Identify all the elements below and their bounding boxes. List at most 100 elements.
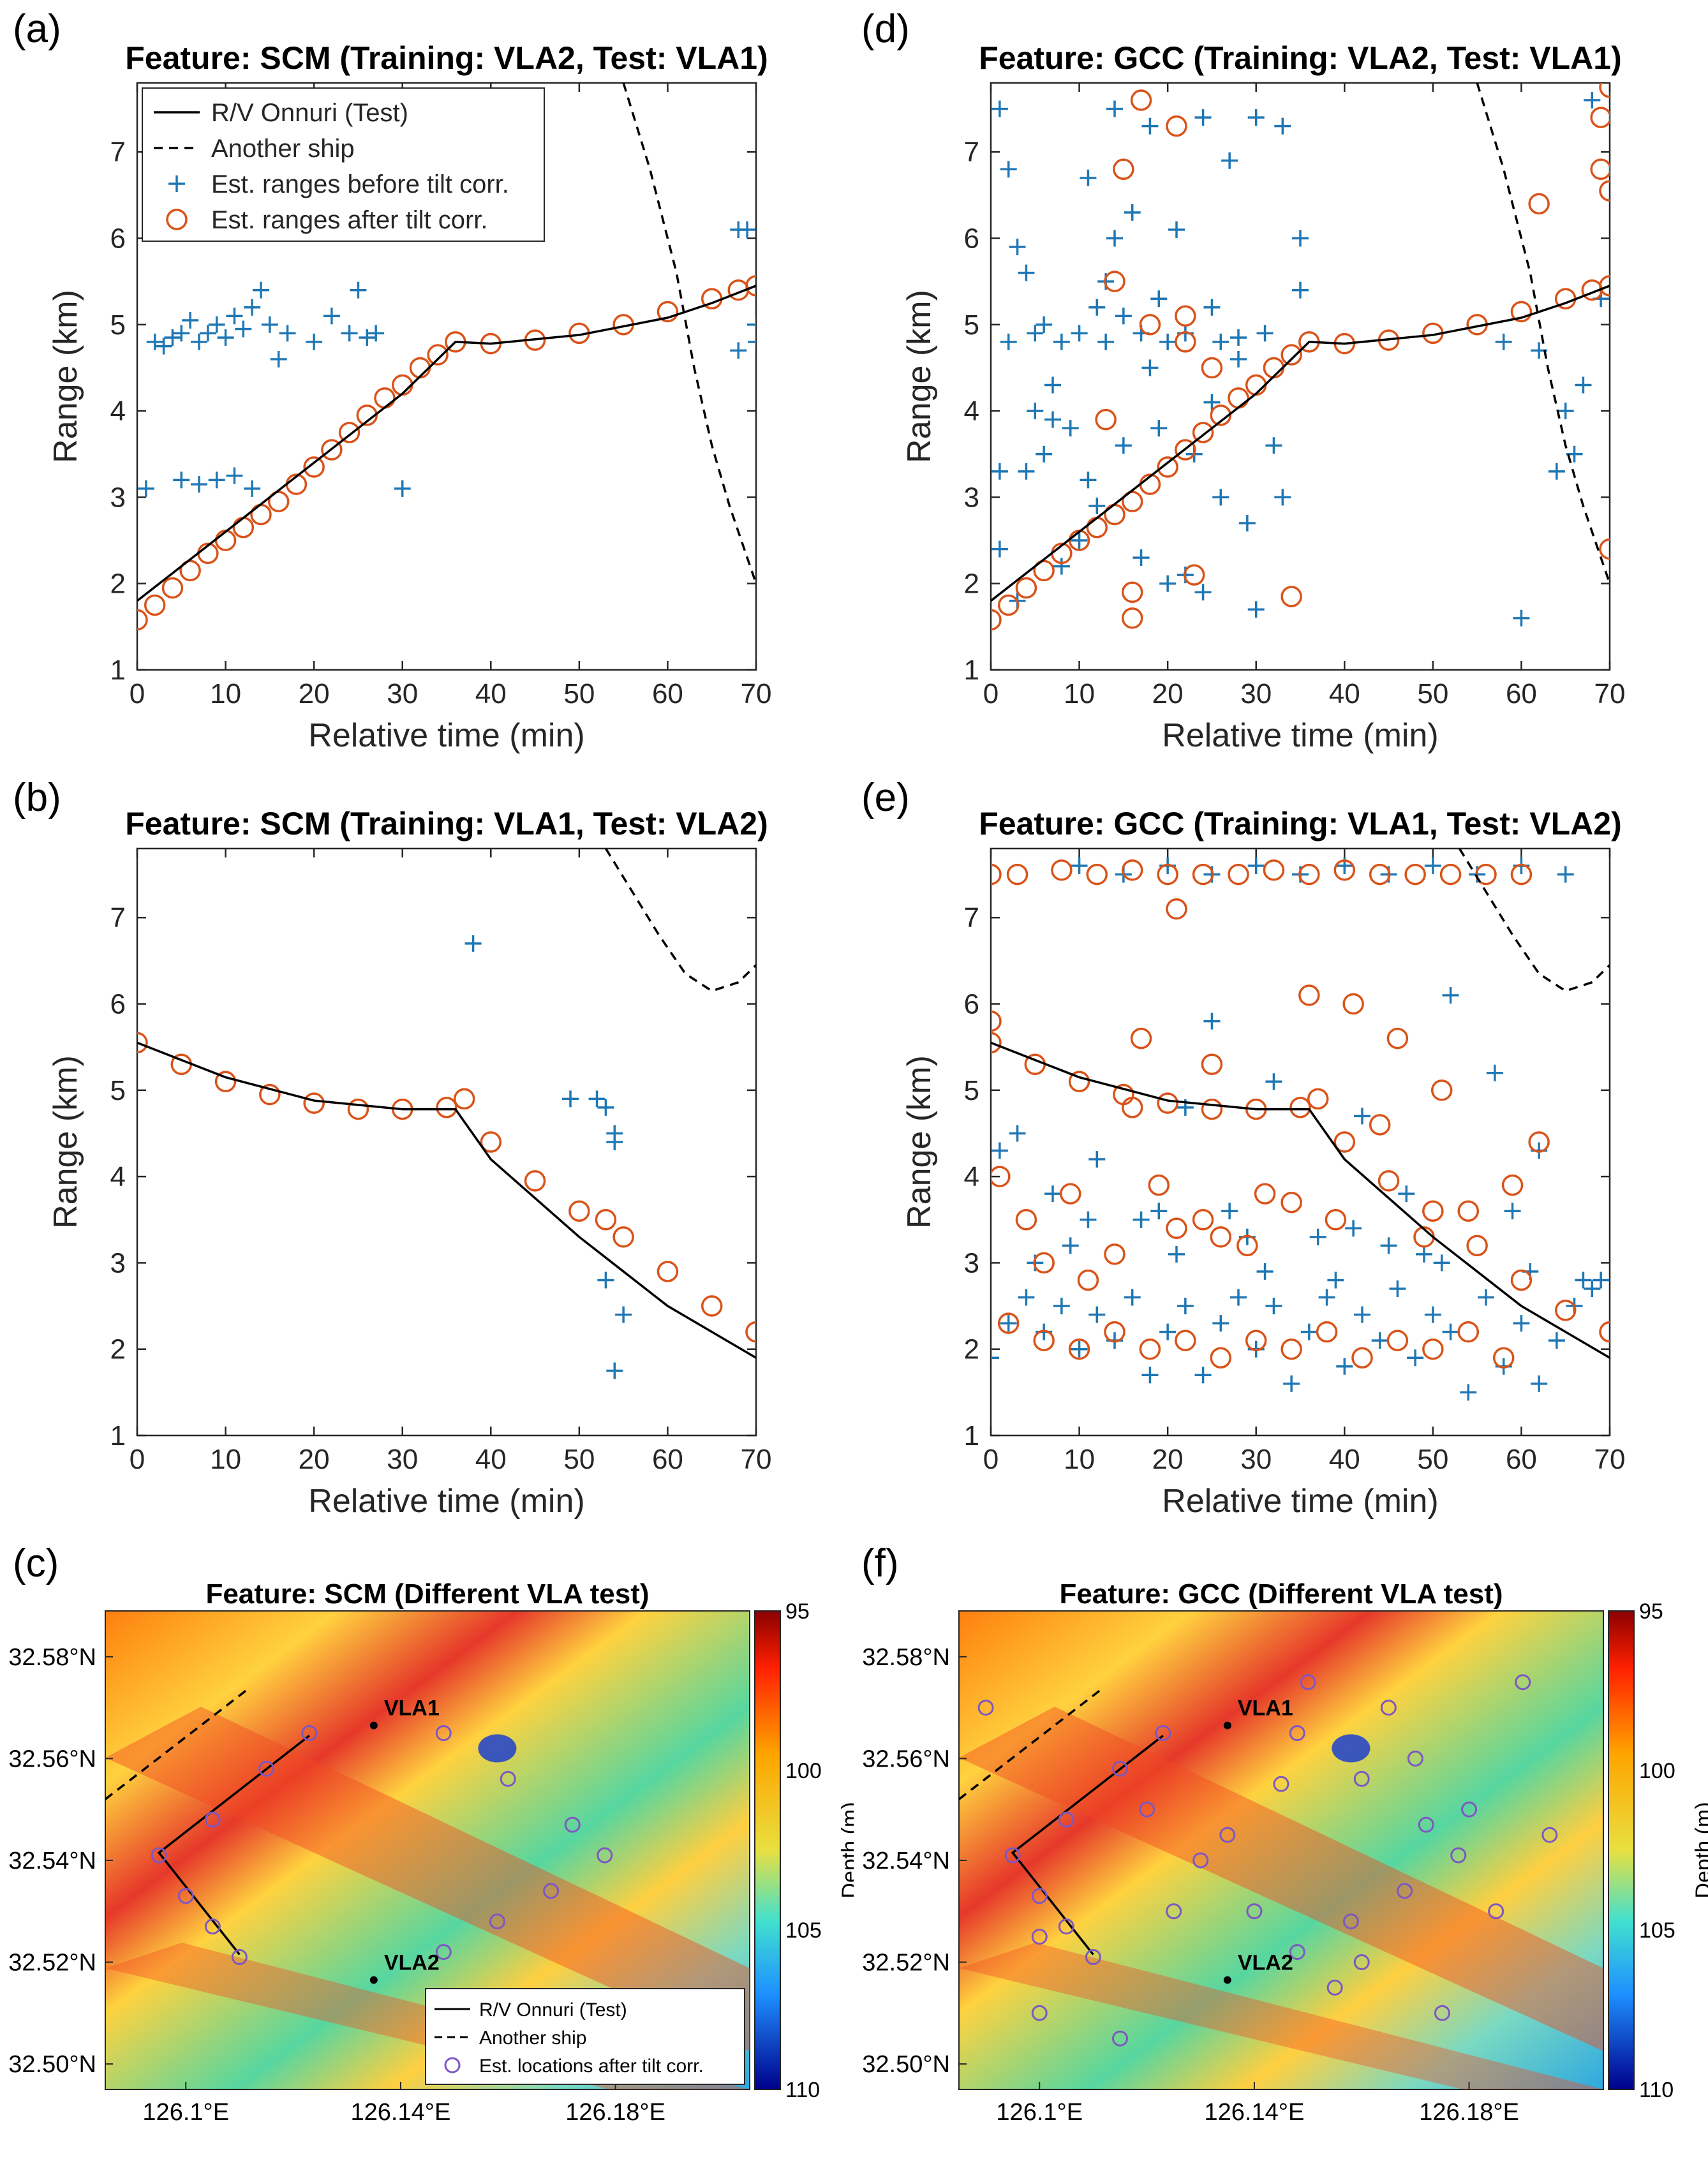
est-before-point xyxy=(1115,437,1132,454)
est-location-point xyxy=(435,1944,452,1961)
plot-area xyxy=(990,847,1611,1437)
est-before-point xyxy=(1203,1012,1221,1030)
est-after-point xyxy=(1599,538,1610,560)
est-location-point xyxy=(489,1913,505,1930)
est-after-point xyxy=(1104,271,1125,292)
y-axis-label: Range (km) xyxy=(901,1055,938,1229)
colorbar-label: Depth (m) xyxy=(1691,1802,1708,1898)
est-before-point xyxy=(1018,264,1035,281)
est-after-point xyxy=(259,1083,281,1106)
est-location-point xyxy=(564,1816,581,1833)
est-before-point xyxy=(1247,109,1265,126)
est-before-point xyxy=(1256,1263,1274,1280)
est-after-point xyxy=(1201,1098,1223,1120)
est-before-point xyxy=(1159,1323,1177,1340)
est-location-point xyxy=(1418,1816,1434,1833)
est-after-point xyxy=(1281,1191,1302,1213)
est-before-point xyxy=(991,1349,999,1367)
est-before-point xyxy=(1159,333,1177,350)
bathymetry-field xyxy=(958,1610,1604,2090)
est-location-point xyxy=(1112,1760,1128,1777)
est-before-point xyxy=(1238,515,1256,531)
y-tick-label: 7 xyxy=(964,902,979,933)
est-after-point xyxy=(347,1098,369,1120)
y-tick-label: 4 xyxy=(110,396,126,427)
est-before-point xyxy=(615,1306,632,1323)
est-before-point xyxy=(146,333,163,350)
onnuri-track-line xyxy=(137,285,756,602)
another-ship-line xyxy=(1476,83,1610,584)
est-after-point xyxy=(137,1032,148,1054)
est-before-point xyxy=(1283,1375,1300,1392)
est-before-point xyxy=(155,337,172,355)
vla-label: VLA2 xyxy=(384,1950,440,1975)
est-location-point xyxy=(1058,1811,1074,1828)
est-after-point xyxy=(338,422,360,443)
est-before-point xyxy=(1027,403,1044,420)
est-after-point xyxy=(1192,863,1214,886)
y-tick-label: 5 xyxy=(964,309,979,341)
x-tick-label: 40 xyxy=(475,678,507,709)
est-after-point xyxy=(1068,1338,1090,1360)
x-tick-label: 0 xyxy=(130,1444,145,1475)
est-after-point xyxy=(1298,863,1320,886)
est-after-point xyxy=(1201,357,1223,379)
est-after-point xyxy=(321,439,343,461)
est-before-point xyxy=(1230,329,1247,346)
plot-series xyxy=(991,83,1610,631)
est-after-point xyxy=(1086,863,1108,886)
x-tick-label: 50 xyxy=(563,1444,595,1475)
onnuri-track-line xyxy=(991,1041,1610,1359)
est-after-point xyxy=(745,275,756,297)
map-legend-label: Est. locations after tilt corr. xyxy=(479,2056,704,2077)
x-tick-label: 0 xyxy=(983,678,999,709)
est-after-point xyxy=(1316,1321,1338,1343)
chart-title: Feature: GCC (Training: VLA2, Test: VLA1… xyxy=(979,40,1622,76)
y-tick-label: 2 xyxy=(964,1334,979,1365)
est-after-point xyxy=(1386,1330,1409,1351)
est-after-point xyxy=(1492,1347,1515,1368)
est-before-point xyxy=(164,329,181,346)
x-tick-label: 70 xyxy=(741,678,772,709)
another-ship-line xyxy=(1458,849,1610,993)
onnuri-track-line xyxy=(991,285,1610,602)
map-y-tick-label: 32.52°N xyxy=(862,1950,950,1976)
colorbar-tick-label: 105 xyxy=(1639,1918,1675,1943)
x-tick-label: 10 xyxy=(1064,1444,1095,1475)
est-before-point xyxy=(1531,1375,1548,1392)
est-before-point xyxy=(1000,333,1017,350)
map-title: Feature: SCM (Different VLA test) xyxy=(205,1578,649,1610)
est-after-point xyxy=(1192,1209,1214,1231)
est-before-point xyxy=(1221,1203,1238,1220)
est-after-point xyxy=(745,1321,756,1343)
est-before-point xyxy=(1071,532,1088,549)
est-after-point xyxy=(1369,1114,1391,1136)
x-tick-label: 50 xyxy=(563,678,595,709)
est-after-point xyxy=(1599,180,1610,202)
est-before-point xyxy=(1194,109,1212,126)
chart-title: Feature: GCC (Training: VLA1, Test: VLA2… xyxy=(979,806,1622,842)
est-after-point xyxy=(1121,607,1143,629)
est-before-point xyxy=(1407,1349,1424,1367)
x-tick-label: 50 xyxy=(1417,1444,1448,1475)
y-tick-label: 4 xyxy=(964,396,979,427)
est-location-point xyxy=(1515,1674,1531,1691)
est-before-point xyxy=(1336,1358,1353,1375)
est-before-point xyxy=(1292,281,1309,299)
y-tick-label: 7 xyxy=(110,902,126,933)
est-location-point xyxy=(1112,2030,1128,2047)
map-y-tick-label: 32.50°N xyxy=(8,2051,96,2078)
est-after-point xyxy=(1298,984,1320,1006)
est-after-point xyxy=(1033,560,1055,582)
x-tick-label: 60 xyxy=(652,1444,683,1475)
est-before-point xyxy=(1460,1384,1477,1401)
y-tick-label: 2 xyxy=(110,568,126,600)
est-after-point xyxy=(1148,1174,1170,1196)
est-before-point xyxy=(1548,463,1565,480)
est-before-point xyxy=(1265,1073,1282,1090)
colorbar xyxy=(754,1610,781,2090)
est-before-point xyxy=(1080,471,1097,489)
est-before-point xyxy=(1036,445,1053,463)
est-location-point xyxy=(231,1949,248,1966)
y-tick-label: 4 xyxy=(110,1161,126,1192)
